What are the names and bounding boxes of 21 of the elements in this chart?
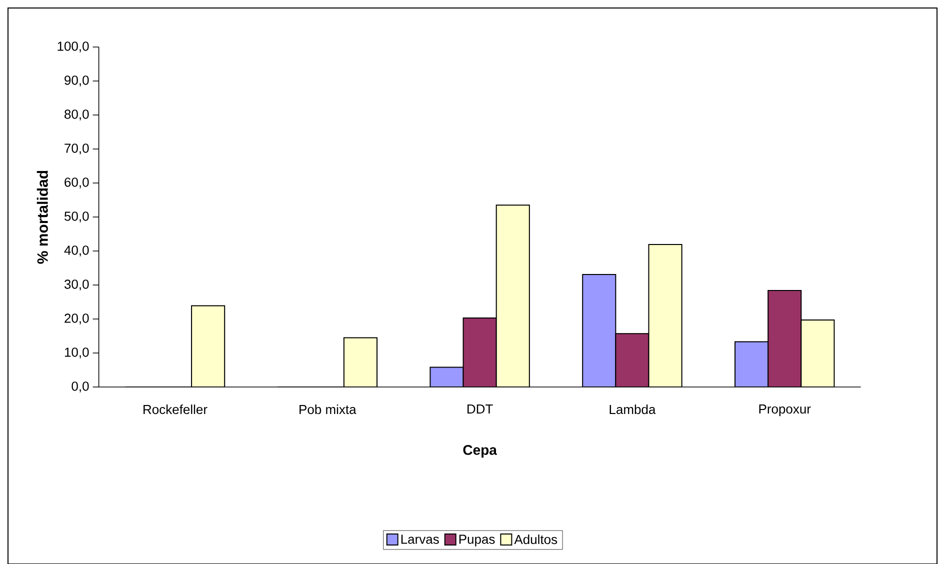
- y-tick-label: 60,0: [64, 177, 89, 188]
- legend-label: Adultos: [514, 534, 558, 544]
- legend-label: Larvas: [401, 534, 439, 544]
- y-tick-label: 30,0: [64, 279, 89, 290]
- y-tick-label: 0,0: [72, 381, 89, 392]
- y-tick-label: 90,0: [64, 75, 89, 86]
- x-axis-title: Cepa: [463, 444, 498, 458]
- x-tick-label: Pob mixta: [300, 404, 356, 414]
- y-tick-label: 10,0: [64, 347, 89, 358]
- x-tick-label: Rockefeller: [144, 404, 208, 414]
- y-tick-label: 70,0: [64, 143, 89, 154]
- y-tick-label: 100,0: [58, 41, 89, 52]
- legend-label: Pupas: [459, 534, 495, 546]
- y-tick-label: 40,0: [64, 245, 89, 256]
- y-tick-label: 50,0: [64, 211, 89, 222]
- y-tick-label: 80,0: [64, 109, 89, 120]
- x-tick-label: Propoxur: [759, 404, 811, 416]
- y-tick-label: 20,0: [64, 313, 89, 324]
- x-tick-label: Lambda: [610, 404, 656, 414]
- x-tick-label: DDT: [468, 404, 493, 414]
- y-axis-title: % mortalidad: [36, 170, 48, 264]
